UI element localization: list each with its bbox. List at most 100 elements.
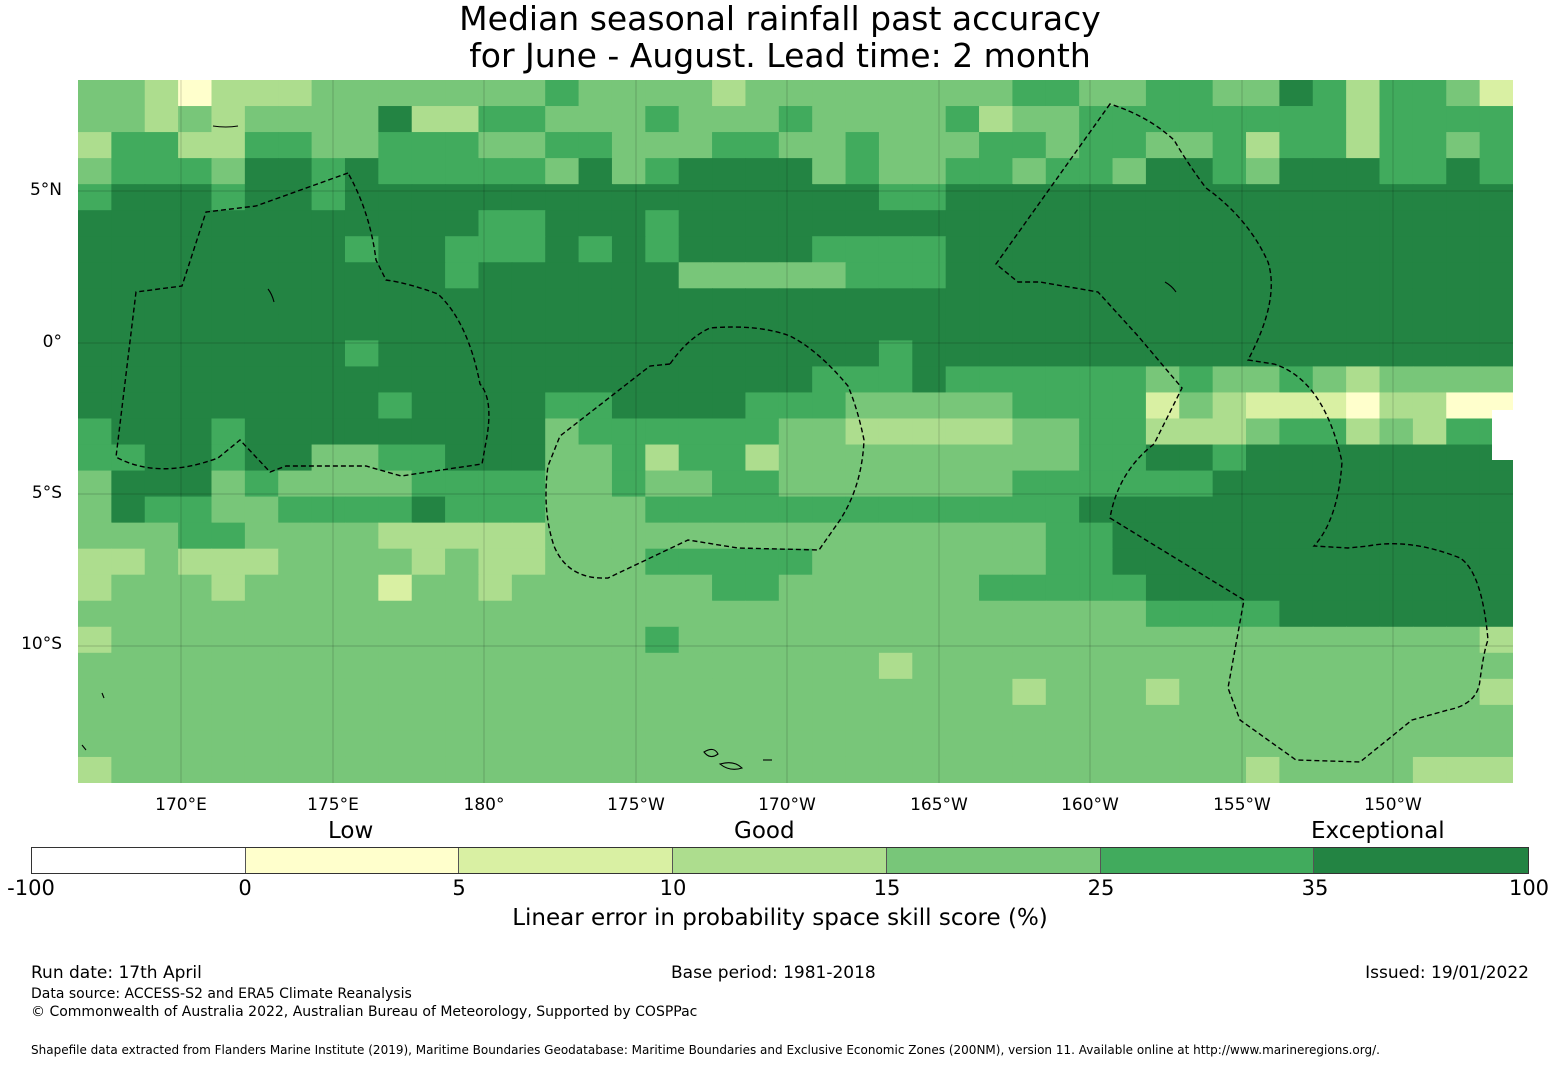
grid-cell — [1479, 730, 1513, 758]
grid-cell — [745, 756, 780, 783]
grid-cell — [478, 652, 513, 680]
grid-cell — [1212, 418, 1247, 446]
grid-cell — [78, 470, 112, 498]
grid-cell — [144, 392, 179, 420]
grid-cell — [812, 132, 847, 159]
grid-cell — [1346, 132, 1381, 159]
grid-cell — [1479, 106, 1513, 133]
grid-cell — [211, 314, 246, 341]
grid-cell — [1145, 366, 1180, 394]
grid-cell — [511, 80, 546, 107]
grid-cell — [278, 210, 313, 237]
grid-cell — [645, 626, 680, 654]
grid-cell — [1012, 314, 1047, 341]
grid-cell — [778, 262, 813, 289]
grid-cell — [411, 522, 446, 550]
grid-cell — [1446, 574, 1481, 602]
grid-cell — [1346, 522, 1381, 550]
grid-cell — [1312, 626, 1347, 654]
grid-cell — [945, 730, 980, 758]
grid-cell — [1112, 418, 1147, 446]
grid-cell — [745, 340, 780, 368]
grid-cell — [912, 392, 947, 420]
grid-cell — [945, 184, 980, 211]
grid-cell — [1112, 184, 1147, 211]
grid-cell — [979, 600, 1014, 628]
grid-cell — [1212, 522, 1247, 550]
grid-cell — [1379, 366, 1414, 394]
grid-cell — [211, 756, 246, 783]
grid-cell — [1012, 574, 1047, 602]
title-line-2: for June - August. Lead time: 2 month — [469, 36, 1091, 75]
grid-cell — [445, 132, 480, 159]
grid-cell — [578, 652, 613, 680]
run-date: Run date: 17th April — [31, 963, 202, 983]
grid-cell — [178, 730, 213, 758]
grid-cell — [178, 314, 213, 341]
grid-cell — [1346, 366, 1381, 394]
grid-cell — [1179, 80, 1214, 107]
grid-cell — [1379, 132, 1414, 159]
grid-cell — [445, 236, 480, 263]
grid-cell — [1446, 626, 1481, 654]
grid-cell — [1212, 80, 1247, 107]
grid-cell — [845, 548, 880, 576]
grid-cell — [878, 574, 913, 602]
grid-cell — [1279, 80, 1314, 107]
grid-cell — [1412, 132, 1447, 159]
grid-cell — [1212, 496, 1247, 524]
grid-cell — [578, 678, 613, 706]
grid-cell — [445, 288, 480, 315]
grid-cell — [411, 288, 446, 315]
grid-cell — [1446, 236, 1481, 263]
grid-cell — [1012, 106, 1047, 133]
grid-cell — [578, 574, 613, 602]
grid-cell — [1412, 106, 1447, 133]
grid-cell — [1212, 262, 1247, 289]
grid-cell — [1279, 106, 1314, 133]
grid-cell — [1346, 80, 1381, 107]
grid-cell — [578, 756, 613, 783]
lon-tick-label: 175°W — [607, 795, 665, 815]
grid-cell — [812, 236, 847, 263]
grid-cell — [545, 184, 580, 211]
grid-cell — [1346, 756, 1381, 783]
grid-cell — [578, 210, 613, 237]
grid-cell — [1412, 236, 1447, 263]
grid-cell — [1312, 366, 1347, 394]
grid-cell — [1379, 106, 1414, 133]
grid-cell — [445, 262, 480, 289]
grid-cell — [1079, 236, 1114, 263]
grid-cell — [979, 574, 1014, 602]
lon-tick-label: 170°W — [758, 795, 816, 815]
grid-cell — [712, 288, 747, 315]
grid-cell — [812, 626, 847, 654]
lon-tick-label: 165°W — [910, 795, 968, 815]
grid-cell — [378, 340, 413, 368]
grid-cell — [1179, 678, 1214, 706]
grid-cell — [778, 106, 813, 133]
grid-cell — [1379, 184, 1414, 211]
grid-cell — [912, 574, 947, 602]
grid-cell — [1446, 756, 1481, 783]
grid-cell — [611, 444, 646, 472]
grid-cell — [611, 314, 646, 341]
grid-cell — [211, 470, 246, 498]
grid-cell — [1279, 678, 1314, 706]
grid-cell — [1312, 184, 1347, 211]
grid-cell — [344, 158, 379, 185]
grid-cell — [645, 496, 680, 524]
grid-cell — [878, 184, 913, 211]
grid-cell — [111, 678, 146, 706]
grid-cell — [244, 132, 279, 159]
grid-cell — [344, 418, 379, 446]
grid-cell — [645, 678, 680, 706]
grid-cell — [778, 626, 813, 654]
grid-cell — [344, 756, 379, 783]
grid-cell — [778, 548, 813, 576]
grid-cell — [812, 158, 847, 185]
grid-cell — [344, 548, 379, 576]
grid-cell — [678, 184, 713, 211]
grid-cell — [1079, 756, 1114, 783]
grid-cell — [378, 678, 413, 706]
